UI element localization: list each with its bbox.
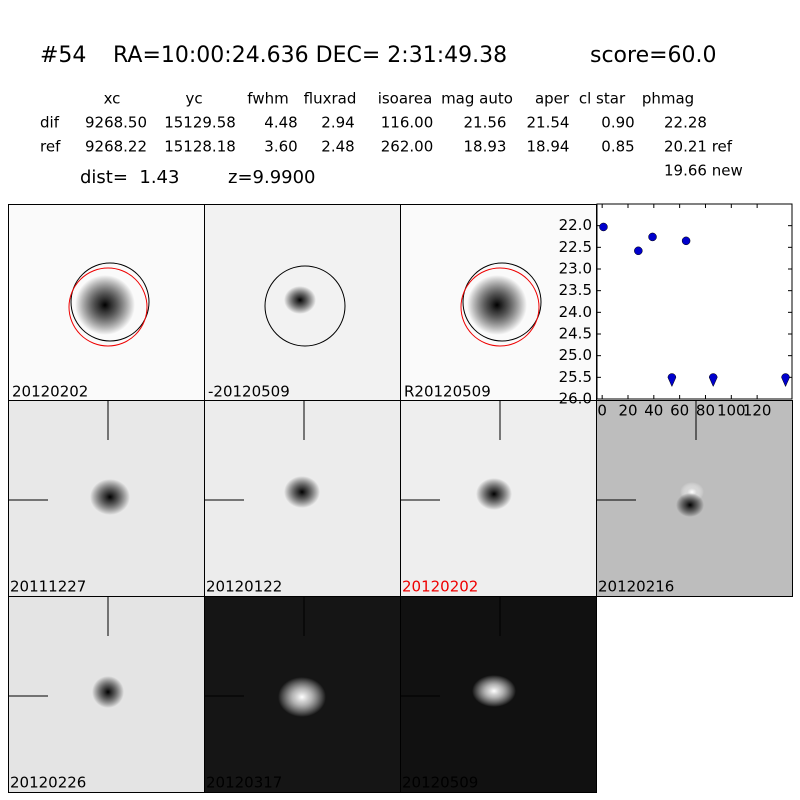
stamp-label: 20120202 — [402, 578, 478, 596]
stamp-label: 20120226 — [10, 774, 86, 792]
source — [92, 676, 124, 708]
y-tick-label: 25.0 — [559, 346, 592, 364]
table-cell: 15129.58 — [164, 114, 236, 132]
column-header: fluxrad — [304, 90, 357, 108]
column-header: xc — [104, 90, 121, 108]
point — [681, 236, 691, 246]
x-tick-label: 100 — [717, 402, 746, 420]
table-cell: 116.00 — [381, 114, 434, 132]
stamp-label: 20120122 — [206, 578, 282, 596]
table-cell: 21.56 — [464, 114, 507, 132]
aperture — [264, 265, 346, 347]
upper-limit — [781, 373, 790, 388]
stamp-label: 20120317 — [206, 774, 282, 792]
table-cell: 9268.22 — [85, 138, 147, 156]
table-cell: 2.94 — [321, 114, 354, 132]
table-cell: 18.93 — [464, 138, 507, 156]
aperture — [68, 267, 148, 347]
column-header: yc — [185, 90, 202, 108]
x-tick-label: 120 — [743, 402, 772, 420]
table-cell: 3.60 — [264, 138, 297, 156]
aperture — [70, 262, 150, 342]
stamps: 20120202 -20120509 R20120509 20111227 20… — [8, 204, 793, 793]
stamp-label: 20120509 — [402, 774, 478, 792]
stamp-label: 20111227 — [10, 578, 86, 596]
point — [599, 222, 608, 232]
column-header: phmag — [642, 90, 694, 108]
new-mag: 19.66 new — [664, 162, 743, 180]
y-tick-label: 26.0 — [559, 390, 592, 408]
redshift: z=9.9900 — [228, 167, 316, 188]
table-cell: 4.48 — [264, 114, 297, 132]
table-cell: 22.28 — [664, 114, 707, 132]
source — [467, 275, 527, 335]
stamp-label: -20120509 — [208, 383, 290, 401]
x-tick-label: 80 — [696, 402, 715, 420]
crosshairs — [8, 400, 697, 697]
table-cell: 15128.18 — [164, 138, 236, 156]
plot-frame — [596, 203, 793, 400]
y-tick-label: 24.5 — [559, 325, 592, 343]
table-cell: 2.48 — [321, 138, 354, 156]
stamp-label: R20120509 — [404, 383, 491, 401]
dist: dist= 1.43 — [80, 167, 179, 188]
table-cell: 18.94 — [527, 138, 570, 156]
aperture — [462, 262, 542, 342]
candidate-id: #54 — [40, 43, 86, 68]
y-tick-label: 23.5 — [559, 281, 592, 299]
coordinates: RA=10:00:24.636 DEC= 2:31:49.38 — [113, 43, 507, 68]
point — [648, 232, 657, 242]
table-cell: 9268.50 — [85, 114, 147, 132]
table-cell: 262.00 — [381, 138, 434, 156]
x-tick-label: 0 — [597, 402, 607, 420]
row-label: ref — [40, 138, 61, 156]
source — [284, 476, 320, 508]
column-header: fwhm — [247, 90, 288, 108]
y-tick-label: 24.0 — [559, 303, 592, 321]
y-tick-label: 25.5 — [559, 368, 592, 386]
upper-limit — [667, 373, 677, 388]
stamp-label: 20120216 — [598, 578, 674, 596]
source — [75, 275, 135, 335]
y-tick-label: 22.0 — [559, 216, 592, 234]
table-cell: 0.85 — [601, 138, 634, 156]
source — [90, 479, 130, 515]
y-tick-label: 22.5 — [559, 238, 592, 256]
column-header: mag auto — [441, 90, 513, 108]
x-tick-label: 60 — [670, 402, 689, 420]
column-header: cl star — [579, 90, 626, 108]
x-tick-label: 20 — [618, 402, 637, 420]
stamp-label: 20120202 — [12, 383, 88, 401]
y-tick-label: 23.0 — [559, 260, 592, 278]
point — [634, 246, 643, 256]
source — [278, 677, 326, 717]
source — [476, 478, 512, 510]
source — [676, 493, 704, 517]
source — [472, 675, 516, 707]
table-cell: 0.90 — [601, 114, 634, 132]
column-header: isoarea — [378, 90, 433, 108]
source — [284, 286, 316, 314]
aperture — [460, 267, 540, 347]
table-cell: 21.54 — [527, 114, 570, 132]
row-label: dif — [40, 114, 60, 132]
table-cell: 20.21 ref — [664, 138, 733, 156]
x-tick-label: 40 — [644, 402, 663, 420]
upper-limit — [708, 373, 718, 388]
column-header: aper — [535, 90, 570, 108]
score: score=60.0 — [590, 43, 717, 68]
